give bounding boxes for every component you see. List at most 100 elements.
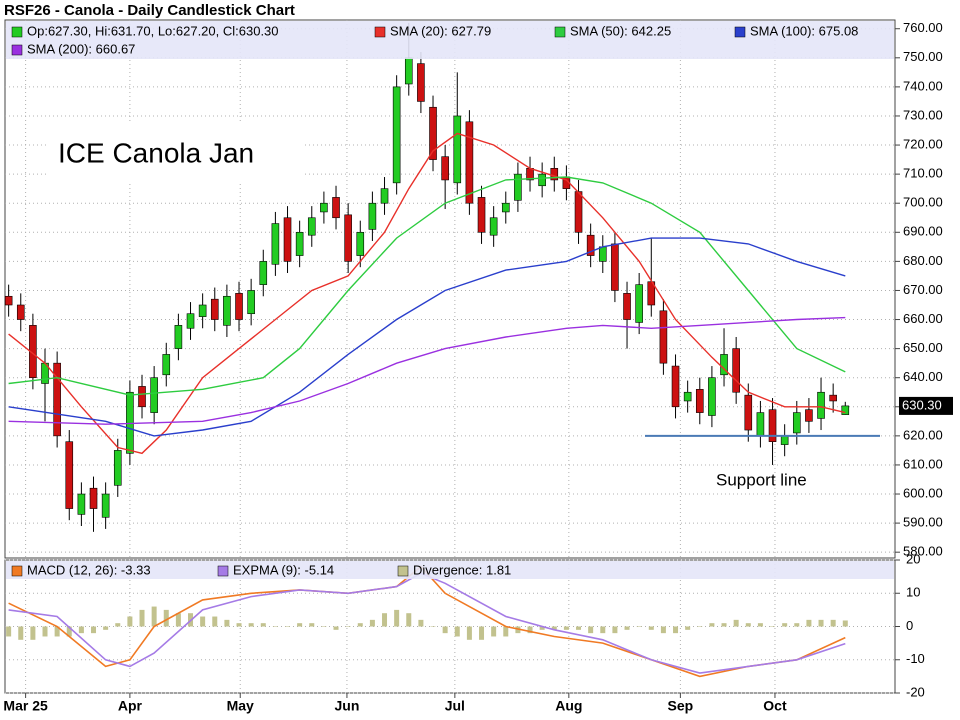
candle-body xyxy=(65,441,74,509)
legend-label: SMA (20): 627.79 xyxy=(390,23,491,38)
divergence-bar xyxy=(697,626,703,627)
candle-body xyxy=(805,409,813,422)
candle-body xyxy=(756,412,765,437)
divergence-bar xyxy=(757,623,763,627)
x-tick-label: Aug xyxy=(555,698,582,714)
candle-body xyxy=(417,63,425,102)
divergence-bar xyxy=(721,623,727,627)
candle-body xyxy=(817,391,825,419)
divergence-bar xyxy=(91,626,97,634)
candle-body xyxy=(113,450,122,486)
last-price-box xyxy=(899,396,953,415)
y-tick-label: -20 xyxy=(906,684,925,699)
legend-swatch xyxy=(397,565,409,577)
legend-label: MACD (12, 26): -3.33 xyxy=(27,562,151,577)
divergence-bar xyxy=(442,626,448,634)
candle-body xyxy=(223,295,231,326)
candle-body xyxy=(829,394,837,402)
divergence-bar xyxy=(297,623,303,627)
legend-swatch xyxy=(11,44,23,56)
legend-swatch xyxy=(374,26,386,38)
divergence-bar xyxy=(30,626,36,640)
candle-body xyxy=(174,325,183,349)
y-tick-label: 740.00 xyxy=(903,78,943,93)
y-tick-label: 750.00 xyxy=(903,49,943,64)
legend-label: SMA (100): 675.08 xyxy=(750,23,858,38)
candle-body xyxy=(792,412,801,434)
y-tick-label: 680.00 xyxy=(903,253,943,268)
divergence-bar xyxy=(54,626,60,637)
divergence-bar xyxy=(491,626,497,637)
divergence-bar xyxy=(551,626,557,630)
y-tick-label: 0 xyxy=(906,618,913,633)
divergence-bar xyxy=(515,626,521,634)
candle-body xyxy=(307,217,316,236)
candle-body xyxy=(53,362,61,437)
divergence-bar xyxy=(770,626,776,627)
divergence-bar xyxy=(163,609,169,627)
divergence-bar xyxy=(430,626,436,627)
candle-body xyxy=(4,295,13,306)
candle-body xyxy=(271,223,280,265)
y-tick-label: 20 xyxy=(906,551,920,566)
divergence-bar xyxy=(418,619,424,627)
divergence-bar xyxy=(600,626,606,634)
divergence-bar xyxy=(842,620,848,627)
divergence-bar xyxy=(78,626,84,634)
divergence-bar xyxy=(309,623,315,627)
candle-body xyxy=(283,217,292,262)
divergence-bar xyxy=(539,626,545,630)
legend-label: SMA (200): 660.67 xyxy=(27,41,135,56)
annotation-box xyxy=(48,124,302,182)
divergence-bar xyxy=(285,626,291,627)
y-tick-label: 10 xyxy=(906,585,920,600)
divergence-bar xyxy=(200,616,206,627)
divergence-bar xyxy=(660,626,666,634)
candle-body xyxy=(429,106,437,160)
divergence-bar xyxy=(563,626,569,630)
candle-body xyxy=(77,493,86,515)
y-tick-label: 730.00 xyxy=(903,107,943,122)
y-tick-label: 720.00 xyxy=(903,136,943,151)
divergence-bar xyxy=(345,626,351,627)
divergence-bar xyxy=(636,626,642,627)
candle-body xyxy=(708,377,716,416)
divergence-bar xyxy=(382,613,388,627)
legend-label: Divergence: 1.81 xyxy=(413,562,511,577)
divergence-bar xyxy=(369,619,375,627)
legend-swatch xyxy=(734,26,746,38)
legend-swatch xyxy=(11,26,23,38)
divergence-bar xyxy=(224,619,230,627)
candle-body xyxy=(344,214,352,262)
y-tick-label: 580.00 xyxy=(903,544,943,559)
x-tick-label: May xyxy=(227,698,254,714)
candle-body xyxy=(320,202,328,213)
divergence-bar xyxy=(272,626,278,627)
divergence-bar xyxy=(333,626,339,630)
divergence-bar xyxy=(612,626,618,634)
divergence-bar xyxy=(673,626,679,634)
candle-body xyxy=(186,313,195,329)
divergence-bar xyxy=(818,619,824,627)
candle-body xyxy=(514,173,522,201)
x-tick-label: Jul xyxy=(445,698,465,714)
y-tick-label: 690.00 xyxy=(903,224,943,239)
candle-body xyxy=(210,298,219,320)
x-tick-label: Mar 25 xyxy=(3,698,48,714)
divergence-bar xyxy=(806,619,812,627)
candle-body xyxy=(550,168,559,181)
divergence-bar xyxy=(527,626,533,634)
legend-swatch xyxy=(217,565,229,577)
candle-body xyxy=(683,391,692,402)
sma-line xyxy=(8,176,846,396)
divergence-bar xyxy=(794,623,800,627)
legend-band xyxy=(6,21,894,59)
divergence-bar xyxy=(830,619,836,627)
x-tick-label: Oct xyxy=(763,698,787,714)
y-tick-label: 700.00 xyxy=(903,195,943,210)
candle-body xyxy=(780,435,789,445)
candle-body xyxy=(392,86,401,184)
y-tick-label: 610.00 xyxy=(903,456,943,471)
divergence-bar xyxy=(733,619,739,627)
